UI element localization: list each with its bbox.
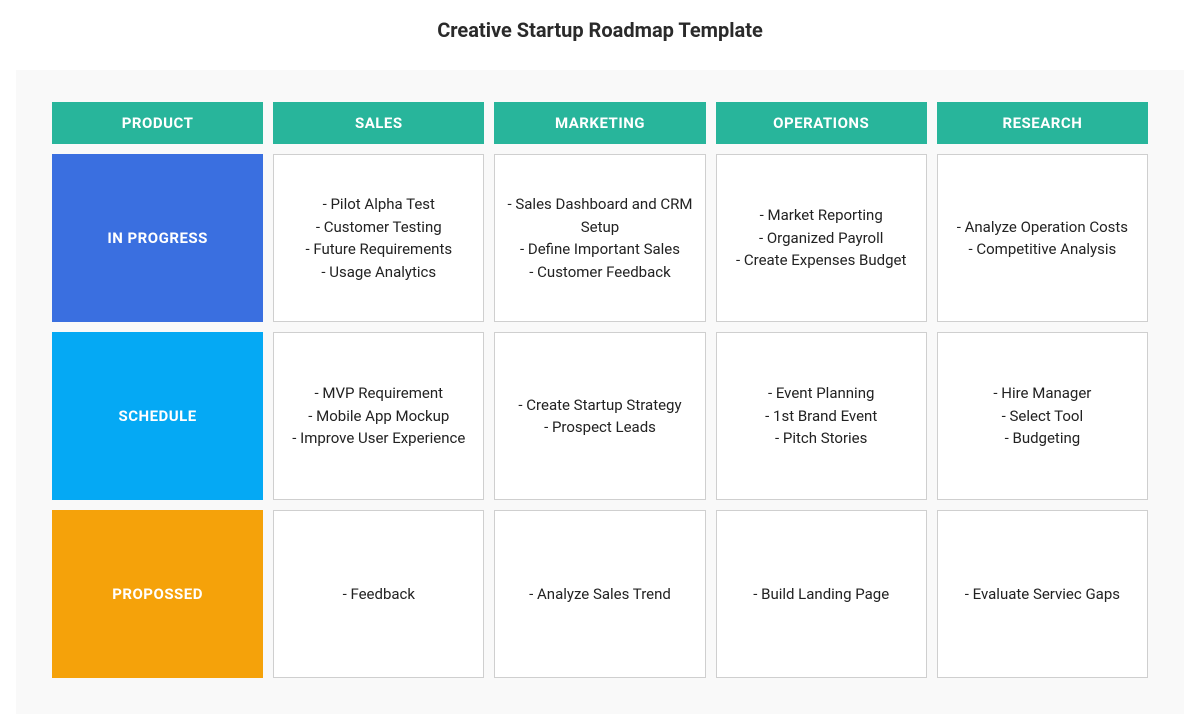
cell-content: Market ReportingOrganized PayrollCreate … (736, 204, 906, 272)
cell-item: 1st Brand Event (765, 405, 877, 428)
roadmap-cell: Feedback (273, 510, 484, 678)
cell-item: Mobile App Mockup (292, 405, 465, 428)
cell-content: Feedback (343, 583, 415, 606)
cell-item: Create Startup Strategy (518, 394, 681, 417)
column-header: OPERATIONS (716, 102, 927, 144)
roadmap-cell: Create Startup StrategyProspect Leads (494, 332, 705, 500)
cell-item: MVP Requirement (292, 382, 465, 405)
cell-item: Build Landing Page (753, 583, 889, 606)
roadmap-cell: Analyze Sales Trend (494, 510, 705, 678)
roadmap-cell: Build Landing Page (716, 510, 927, 678)
cell-item: Market Reporting (736, 204, 906, 227)
roadmap-cell: Pilot Alpha TestCustomer TestingFuture R… (273, 154, 484, 322)
roadmap-cell: Evaluate Serviec Gaps (937, 510, 1148, 678)
cell-item: Customer Testing (305, 216, 452, 239)
cell-item: Define Important Sales (503, 238, 696, 261)
page-title: Creative Startup Roadmap Template (0, 0, 1200, 70)
cell-item: Sales Dashboard and CRM Setup (503, 193, 696, 238)
column-header: SALES (273, 102, 484, 144)
cell-item: Usage Analytics (305, 261, 452, 284)
cell-content: Analyze Sales Trend (529, 583, 671, 606)
roadmap-cell: Sales Dashboard and CRM SetupDefine Impo… (494, 154, 705, 322)
cell-item: Analyze Operation Costs (957, 216, 1128, 239)
cell-item: Event Planning (765, 382, 877, 405)
column-header: PRODUCT (52, 102, 263, 144)
cell-item: Evaluate Serviec Gaps (965, 583, 1120, 606)
cell-item: Hire Manager (993, 382, 1091, 405)
roadmap-cell: Hire ManagerSelect ToolBudgeting (937, 332, 1148, 500)
cell-item: Competitive Analysis (957, 238, 1128, 261)
column-header: MARKETING (494, 102, 705, 144)
cell-item: Future Requirements (305, 238, 452, 261)
cell-item: Budgeting (993, 427, 1091, 450)
cell-item: Feedback (343, 583, 415, 606)
column-header: RESEARCH (937, 102, 1148, 144)
roadmap-board: PRODUCTSALESMARKETING OPERATIONSRESEARCH I… (16, 70, 1184, 714)
cell-content: Event Planning1st Brand EventPitch Stori… (765, 382, 877, 450)
roadmap-grid: PRODUCTSALESMARKETING OPERATIONSRESEARCH I… (52, 102, 1148, 678)
roadmap-cell: Event Planning1st Brand EventPitch Stori… (716, 332, 927, 500)
cell-content: Build Landing Page (753, 583, 889, 606)
cell-content: Create Startup StrategyProspect Leads (518, 394, 681, 439)
roadmap-cell: Market ReportingOrganized PayrollCreate … (716, 154, 927, 322)
row-header: SCHEDULE (52, 332, 263, 500)
roadmap-cell: MVP RequirementMobile App MockupImprove … (273, 332, 484, 500)
cell-item: Prospect Leads (518, 416, 681, 439)
cell-item: Select Tool (993, 405, 1091, 428)
row-header: PROPOSSED (52, 510, 263, 678)
cell-item: Pitch Stories (765, 427, 877, 450)
cell-item: Analyze Sales Trend (529, 583, 671, 606)
cell-content: Evaluate Serviec Gaps (965, 583, 1120, 606)
cell-item: Create Expenses Budget (736, 249, 906, 272)
cell-content: Pilot Alpha TestCustomer TestingFuture R… (305, 193, 452, 283)
row-header: IN PROGRESS (52, 154, 263, 322)
cell-content: Sales Dashboard and CRM SetupDefine Impo… (503, 193, 696, 283)
roadmap-cell: Analyze Operation CostsCompetitive Analy… (937, 154, 1148, 322)
cell-item: Improve User Experience (292, 427, 465, 450)
cell-item: Pilot Alpha Test (305, 193, 452, 216)
cell-item: Customer Feedback (503, 261, 696, 284)
cell-content: MVP RequirementMobile App MockupImprove … (292, 382, 465, 450)
cell-content: Hire ManagerSelect ToolBudgeting (993, 382, 1091, 450)
cell-content: Analyze Operation CostsCompetitive Analy… (957, 216, 1128, 261)
cell-item: Organized Payroll (736, 227, 906, 250)
